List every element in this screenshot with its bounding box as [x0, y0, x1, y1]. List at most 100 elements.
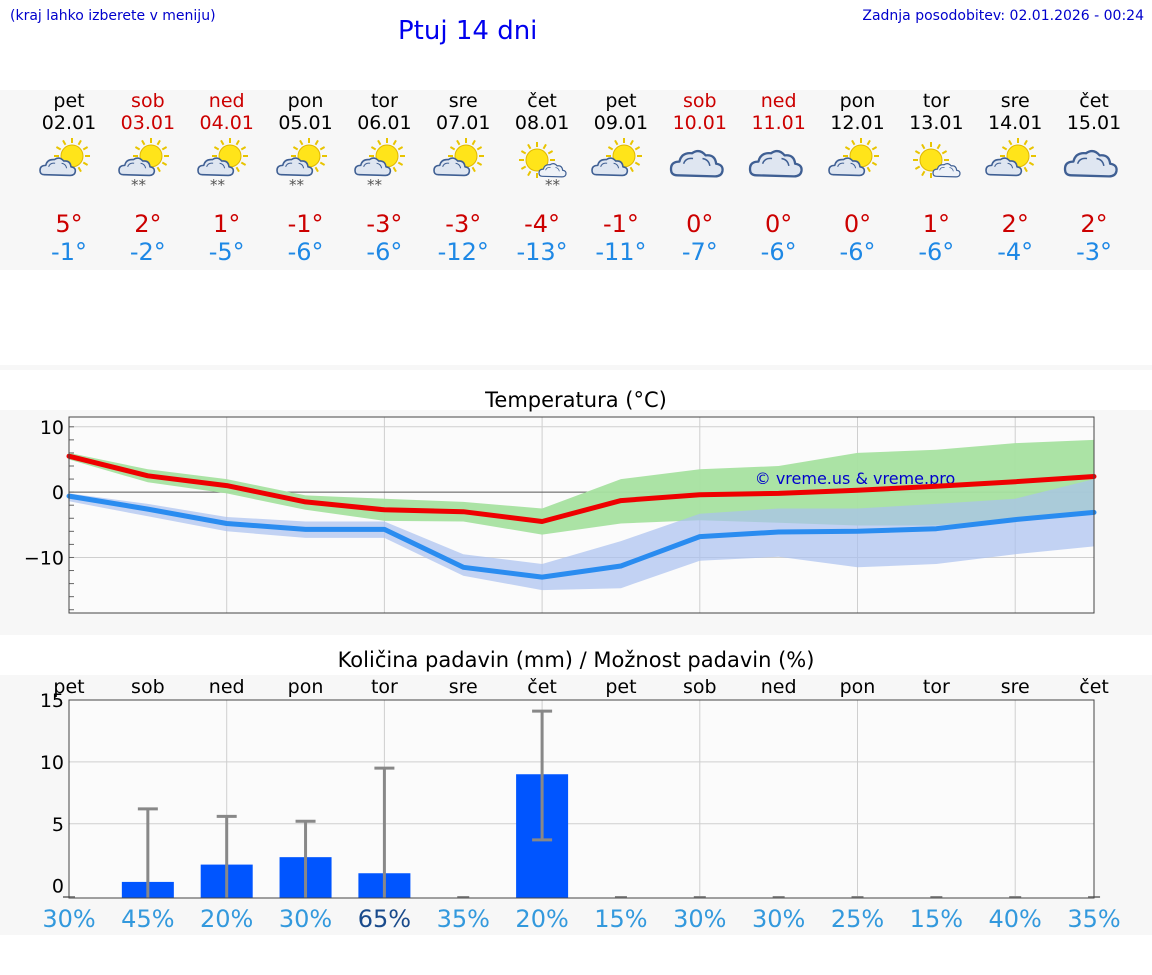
day-axis-label: pet	[605, 676, 636, 698]
page-title: Ptuj 14 dni	[398, 16, 538, 46]
day-min-temp: -2°	[129, 238, 166, 266]
day-max-temp: -3°	[445, 210, 482, 238]
day-column: tor 13.01 1° -6°	[897, 90, 975, 266]
day-date: 14.01	[987, 112, 1043, 134]
precipitation-probability: 40%	[989, 905, 1042, 933]
precipitation-probability: 30%	[279, 905, 332, 933]
day-min-temp: -3°	[1076, 238, 1113, 266]
day-column: sob 10.01 0° -7°	[661, 90, 739, 266]
day-date: 15.01	[1066, 112, 1122, 134]
day-min-temp: -7°	[681, 238, 718, 266]
day-axis-label: pon	[840, 676, 876, 698]
day-column: ned 04.01 ** 1° -5°	[188, 90, 266, 266]
day-column: sre 14.01 2° -4°	[976, 90, 1054, 266]
precipitation-probability: 35%	[437, 905, 490, 933]
day-max-temp: 2°	[134, 210, 162, 238]
day-name: pet	[53, 90, 85, 112]
max-temp-line	[66, 453, 1097, 524]
day-column: čet 15.01 2° -3°	[1055, 90, 1133, 266]
day-axis-label: čet	[1079, 676, 1109, 698]
day-axis-label: pon	[288, 676, 324, 698]
last-update-text: Zadnja posodobitev: 02.01.2026 - 00:24	[862, 8, 1144, 24]
day-date: 06.01	[357, 112, 412, 134]
svg-text:**: **	[289, 176, 305, 194]
day-axis-label: sob	[131, 676, 165, 698]
day-axis-label: sob	[683, 676, 717, 698]
day-max-temp: -3°	[366, 210, 403, 238]
day-date: 08.01	[514, 112, 570, 134]
day-min-temp: -11°	[595, 238, 647, 266]
day-max-temp: 2°	[1080, 210, 1108, 238]
day-name: sre	[448, 90, 478, 112]
day-max-temp: 2°	[1001, 210, 1029, 238]
day-date: 09.01	[593, 112, 649, 134]
svg-text:**: **	[210, 176, 226, 194]
day-name: ned	[760, 90, 797, 112]
precipitation-chart-title: Količina padavin (mm) / Možnost padavin …	[337, 648, 815, 672]
y-tick-label: 10	[40, 417, 64, 439]
day-date: 10.01	[672, 112, 727, 134]
y-tick-label: 5	[52, 814, 64, 836]
day-column: pon 12.01 0° -6°	[819, 90, 897, 266]
sun-cloud-icon	[30, 134, 108, 196]
precipitation-probability: 35%	[1067, 905, 1120, 933]
precipitation-probability: 30%	[673, 905, 726, 933]
temperature-chart-title: Temperatura (°C)	[485, 388, 667, 412]
day-name: pon	[839, 90, 876, 112]
day-axis-label: ned	[209, 676, 245, 698]
y-tick-label: 15	[40, 690, 64, 712]
day-max-temp: 5°	[55, 210, 83, 238]
y-tick-label: 10	[40, 752, 64, 774]
day-name: tor	[922, 90, 950, 112]
svg-text:**: **	[367, 176, 383, 194]
sun-cloud-snow-icon: **	[109, 134, 187, 196]
day-axis-label: sre	[449, 676, 478, 698]
day-name: ned	[208, 90, 245, 112]
region-menu-hint: (kraj lahko izberete v meniju)	[10, 8, 216, 24]
y-tick-label: 0	[52, 482, 64, 504]
day-date: 11.01	[751, 112, 806, 134]
day-max-temp: -1°	[287, 210, 324, 238]
precipitation-probability: 20%	[515, 905, 568, 933]
sun-cloud-icon	[976, 134, 1054, 196]
day-name: čet	[1079, 90, 1109, 112]
day-max-temp: 0°	[686, 210, 714, 238]
day-max-temp: 1°	[213, 210, 241, 238]
day-column: čet 08.01 ** -4° -13°	[503, 90, 581, 266]
day-name: sre	[1000, 90, 1030, 112]
min-temp-line	[66, 493, 1097, 580]
day-name: čet	[527, 90, 557, 112]
day-min-temp: -1°	[51, 238, 87, 266]
precipitation-probability: 45%	[121, 905, 174, 933]
sun-cloud-snow-icon: **	[188, 134, 266, 196]
day-max-temp: 0°	[843, 210, 872, 238]
day-date: 05.01	[278, 112, 333, 134]
day-axis-label: ned	[761, 676, 797, 698]
day-date: 04.01	[199, 112, 254, 134]
day-axis-label: tor	[923, 676, 950, 698]
precipitation-probability: 15%	[910, 905, 963, 933]
sun-small-cloud-icon	[897, 134, 975, 196]
temperature-chart: 10 0 −10 © vreme.us & vreme.pro	[24, 416, 1097, 614]
svg-text:**: **	[131, 176, 147, 194]
sun-cloud-icon	[582, 134, 660, 196]
day-column: tor 06.01 ** -3° -6°	[345, 90, 423, 266]
day-name: sob	[131, 90, 165, 112]
watermark-text: © vreme.us & vreme.pro	[755, 469, 956, 488]
day-min-temp: -5°	[208, 238, 245, 266]
day-name: sob	[683, 90, 717, 112]
day-date: 13.01	[909, 112, 964, 134]
day-axis-label: sre	[1001, 676, 1030, 698]
day-column: pet 02.01 5° -1°	[30, 90, 108, 266]
cloudy-icon	[740, 134, 818, 196]
day-name: tor	[370, 90, 398, 112]
day-date: 12.01	[830, 112, 885, 134]
day-date: 03.01	[120, 112, 176, 134]
sun-small-cloud-snow-icon: **	[503, 134, 581, 196]
day-name: pon	[287, 90, 324, 112]
day-column: sre 07.01 -3° -12°	[424, 90, 502, 266]
plot-frame	[68, 699, 1095, 899]
day-max-temp: -1°	[602, 210, 639, 238]
precipitation-probability: 25%	[831, 905, 884, 933]
svg-text:**: **	[545, 176, 561, 194]
